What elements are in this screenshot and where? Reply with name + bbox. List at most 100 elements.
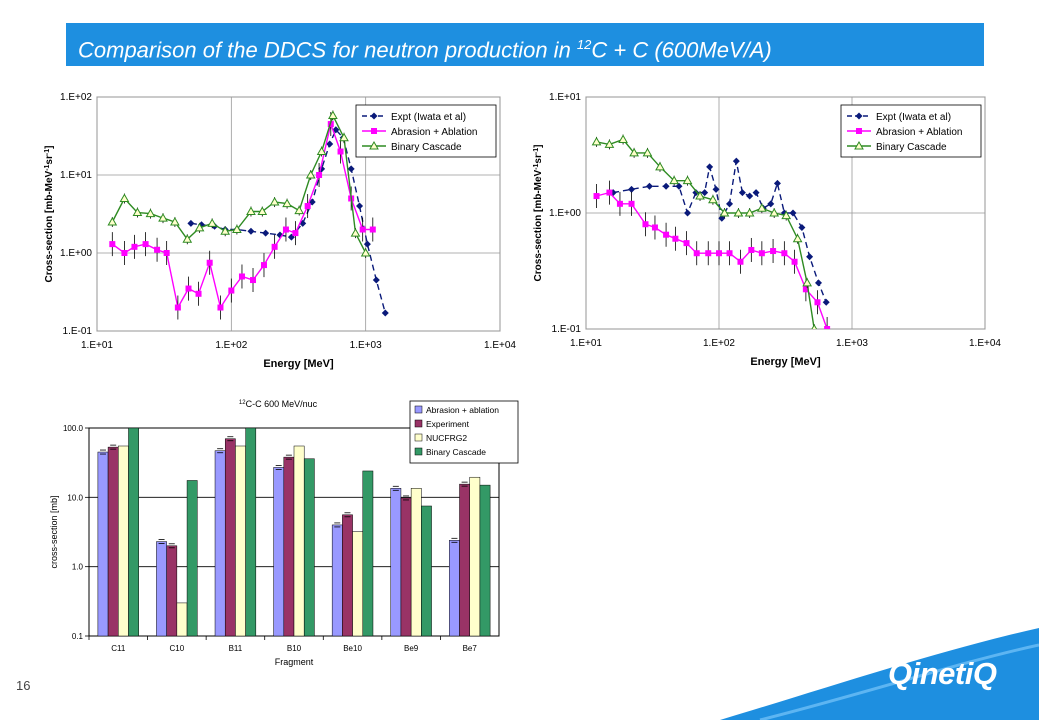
bar — [400, 497, 412, 637]
bar — [449, 540, 460, 637]
data-point — [604, 139, 615, 148]
data-point — [350, 228, 361, 237]
x-tick-label: C11 — [111, 644, 126, 653]
bar — [469, 476, 481, 637]
data-point — [705, 250, 712, 257]
legend-label: Expt (Iwata et al) — [391, 112, 466, 123]
data-point — [651, 224, 658, 231]
data-point — [675, 182, 683, 190]
data-point — [238, 273, 245, 280]
legend-marker — [370, 112, 378, 120]
data-point — [304, 203, 311, 210]
data-point — [672, 235, 679, 242]
data-point — [174, 304, 181, 311]
data-point — [591, 136, 602, 146]
data-point — [606, 189, 613, 196]
y-tick-label: 1.E+01 — [60, 170, 92, 181]
bar — [479, 484, 491, 637]
bar — [273, 467, 285, 637]
data-point — [247, 227, 255, 235]
data-point — [802, 286, 809, 293]
data-point — [154, 246, 161, 253]
data-point — [769, 207, 780, 217]
data-point — [292, 230, 299, 237]
data-point — [372, 276, 380, 284]
bar — [410, 488, 422, 637]
data-point — [811, 323, 818, 329]
bar — [459, 483, 470, 637]
legend-label: NUCFRG2 — [426, 433, 467, 443]
data-point — [791, 258, 798, 265]
y-tick-label: 0.1 — [72, 632, 84, 641]
data-point — [758, 250, 765, 257]
data-point — [185, 285, 192, 292]
data-point — [708, 194, 718, 204]
data-point — [789, 209, 797, 217]
data-point — [655, 161, 665, 171]
data-point — [360, 247, 371, 257]
bar — [283, 456, 295, 637]
bar — [97, 451, 109, 637]
y-tick-label: 1.E-01 — [552, 324, 582, 335]
bar — [118, 445, 129, 637]
data-point — [282, 226, 289, 233]
data-point — [798, 223, 806, 231]
y-tick-label: 1.E+00 — [549, 208, 581, 219]
bar — [156, 541, 167, 637]
data-point — [269, 197, 280, 206]
data-point — [326, 140, 334, 148]
x-axis-label: Energy [MeV] — [750, 356, 821, 368]
y-tick-label: 1.E+01 — [549, 92, 581, 103]
x-tick-label: Be9 — [404, 644, 419, 653]
y-label-sup: -1 — [533, 163, 540, 169]
data-point — [815, 279, 823, 287]
data-point — [294, 205, 305, 215]
x-tick-label: C10 — [170, 644, 185, 653]
bar — [390, 488, 402, 637]
legend-box — [409, 400, 519, 464]
data-point — [207, 218, 218, 227]
series-line — [596, 191, 828, 329]
data-point — [706, 163, 714, 171]
legend-marker — [371, 128, 377, 134]
bar — [293, 445, 305, 637]
data-point — [142, 241, 149, 248]
y-axis-label: Cross-section [mb-MeV-1sr-1] — [533, 145, 545, 282]
x-axis-label: Fragment — [275, 657, 314, 667]
y-label-part: ] — [44, 146, 55, 149]
y-tick-label: 1.0 — [72, 563, 84, 572]
title-sup: 12 — [239, 400, 246, 406]
data-point — [814, 299, 821, 306]
data-point — [682, 175, 693, 185]
data-point — [806, 253, 814, 261]
y-tick-label: 1.E+02 — [60, 92, 92, 103]
data-point — [232, 224, 242, 234]
data-point — [250, 277, 257, 284]
bar — [362, 470, 374, 637]
bar — [331, 524, 343, 637]
data-point — [217, 304, 224, 311]
data-point — [642, 221, 649, 228]
data-point — [262, 229, 270, 237]
x-tick-label: 1.E+03 — [836, 338, 868, 349]
x-tick-label: 1.E+02 — [703, 338, 735, 349]
legend-label: Experiment — [426, 419, 470, 429]
series-group — [591, 134, 831, 329]
y-tick-label: 1.E-01 — [63, 326, 93, 337]
bar — [235, 445, 246, 637]
data-point — [669, 175, 680, 185]
data-point — [369, 226, 376, 233]
legend-marker — [854, 140, 864, 150]
legend-swatch — [414, 433, 423, 442]
bar — [214, 450, 226, 637]
data-point — [756, 203, 767, 212]
legend-marker — [856, 128, 862, 134]
y-axis-label: cross-section [mb] — [49, 495, 59, 568]
y-tick-label: 1.E+00 — [60, 248, 92, 259]
data-point — [359, 226, 366, 233]
title-text: C-C 600 MeV/nuc — [246, 399, 318, 409]
bar — [128, 427, 139, 637]
y-label-part: sr — [533, 154, 544, 164]
